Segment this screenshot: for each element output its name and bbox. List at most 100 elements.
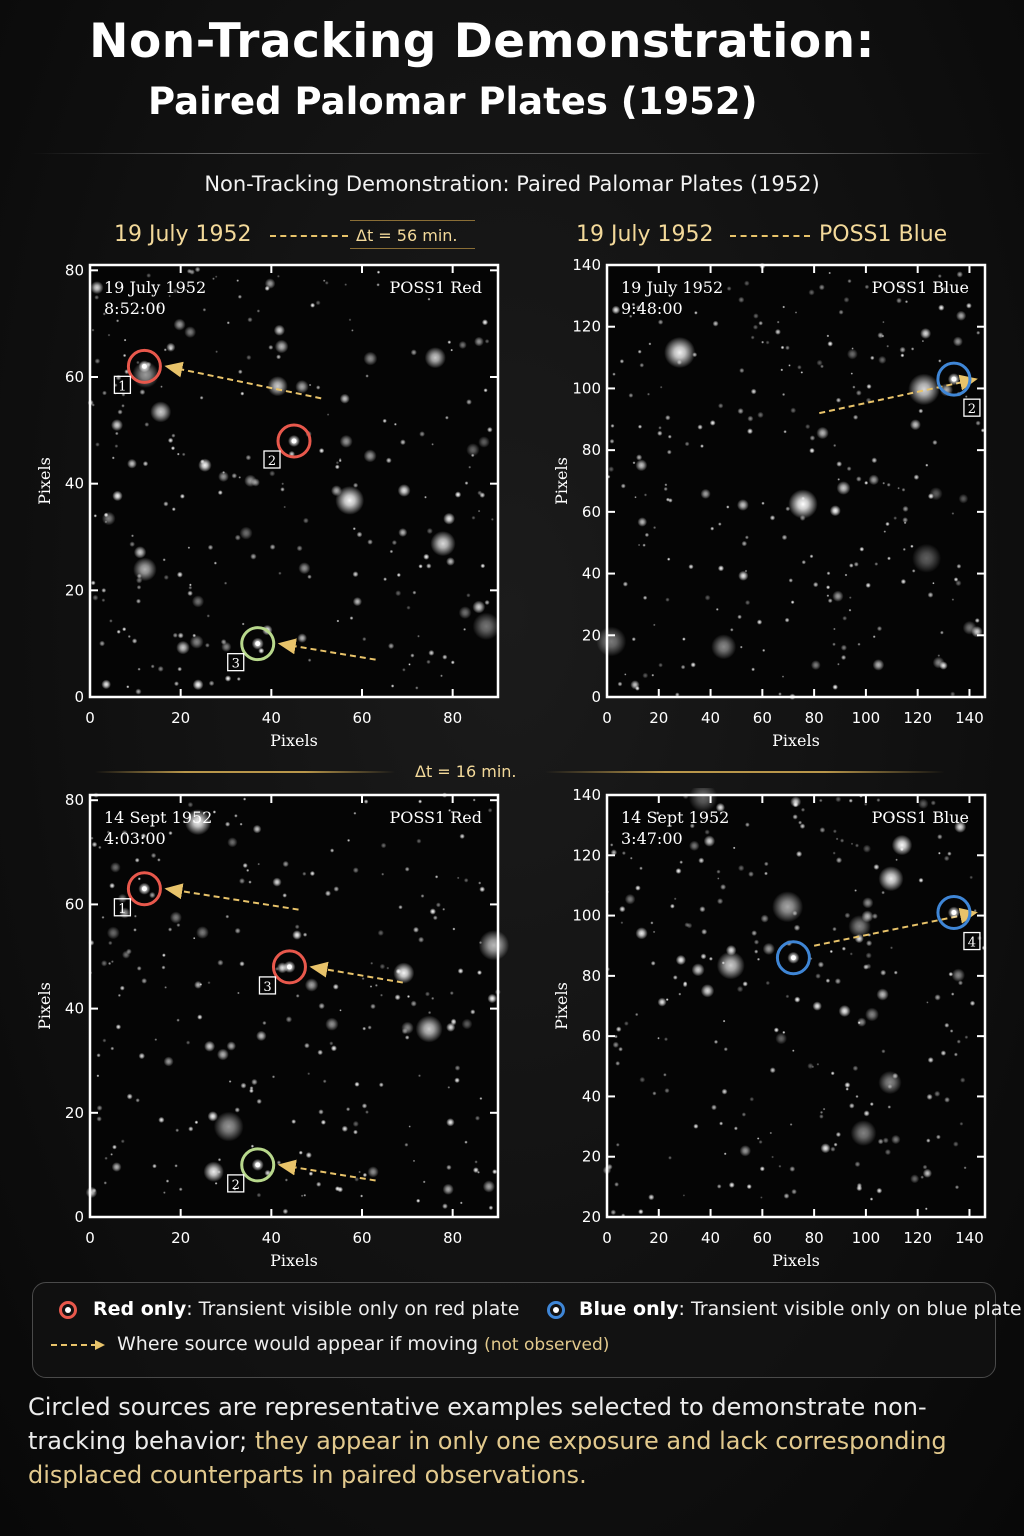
x-axis-label: Pixels <box>270 731 318 750</box>
delta-t-mid: Δt = 16 min. <box>415 762 517 781</box>
y-axis-label: Pixels <box>35 982 54 1030</box>
y-tick-label: 40 <box>65 1000 84 1018</box>
legend-arrow-text: Where source would appear if moving <box>117 1333 479 1355</box>
displacement-arrow <box>813 907 978 947</box>
left-date-label: 19 July 1952 <box>114 222 252 247</box>
y-tick-label: 120 <box>572 318 601 336</box>
y-axis-label: Pixels <box>35 457 54 505</box>
dashed-arrow-icon <box>51 1340 105 1350</box>
plate-time: 4:03:00 <box>104 829 166 848</box>
y-tick-label: 100 <box>572 379 601 397</box>
displacement-arrow <box>819 374 978 415</box>
red-circle-icon <box>59 1301 77 1319</box>
x-tick-label: 0 <box>602 1229 612 1247</box>
legend-arrow-note: (not observed) <box>484 1335 610 1355</box>
y-tick-label: 60 <box>582 1027 601 1045</box>
caption-part1: Circled sources are representative examp… <box>28 1393 927 1455</box>
plate-date: 14 Sept 1952 <box>104 808 212 827</box>
x-tick-label: 120 <box>903 1229 932 1247</box>
mid-divider-right <box>545 771 945 773</box>
source-number-label: 2 <box>968 402 976 417</box>
mid-divider-left <box>95 771 395 773</box>
plate-panel-red-july: 0 20 40 60 80 0 20 40 60 80 Pixels Pixels 19 July 19… <box>35 261 500 750</box>
y-tick-label: 20 <box>65 581 84 599</box>
x-tick-label: 40 <box>262 1229 281 1247</box>
x-tick-label: 80 <box>443 709 462 727</box>
x-tick-label: 100 <box>852 709 881 727</box>
y-tick-label: 20 <box>65 1104 84 1122</box>
y-tick-label: 40 <box>582 1087 601 1105</box>
source-circle <box>775 940 811 976</box>
displacement-arrow <box>277 1159 376 1182</box>
right-plate-label: POSS1 Blue <box>819 222 948 247</box>
plate-image <box>90 265 498 697</box>
x-axis-label: Pixels <box>772 731 820 750</box>
legend-blue-bold: Blue only <box>579 1298 679 1320</box>
source-number-label: 3 <box>263 980 271 995</box>
header-divider <box>30 153 994 154</box>
x-tick-label: 60 <box>753 709 772 727</box>
x-tick-label: 60 <box>352 709 371 727</box>
legend-blue-item: Blue only: Transient visible only on blu… <box>579 1298 1022 1320</box>
x-tick-label: 0 <box>602 709 612 727</box>
x-tick-label: 0 <box>85 1229 95 1247</box>
source-number-label: 1 <box>118 379 126 394</box>
y-tick-label: 0 <box>74 1208 84 1226</box>
page-title: Non-Tracking Demonstration: <box>89 14 875 69</box>
source-circle <box>276 423 312 459</box>
delta-t-top: Δt = 56 min. <box>356 226 458 245</box>
plate-name: POSS1 Red <box>389 278 482 297</box>
source-circle <box>126 871 162 907</box>
plate-frame <box>88 793 500 1219</box>
x-axis-label: Pixels <box>270 1251 318 1270</box>
plate-date: 14 Sept 1952 <box>621 808 729 827</box>
plate-time: 8:52:00 <box>104 299 166 318</box>
source-circle <box>126 348 162 384</box>
plate-name: POSS1 Blue <box>872 278 969 297</box>
x-tick-label: 40 <box>701 709 720 727</box>
source-circle <box>240 626 276 662</box>
plate-time: 3:47:00 <box>621 829 683 848</box>
x-tick-label: 20 <box>649 709 668 727</box>
source-circle <box>936 895 972 931</box>
star-field <box>596 262 985 700</box>
y-tick-label: 0 <box>74 688 84 706</box>
caption-part2: they appear in only one exposure and lac… <box>28 1427 947 1489</box>
source-number-label: 2 <box>232 1178 240 1193</box>
y-tick-label: 120 <box>572 846 601 864</box>
legend-red-bold: Red only <box>93 1298 187 1320</box>
source-circle <box>936 361 972 397</box>
y-axis-label: Pixels <box>552 457 571 505</box>
plate-name: POSS1 Blue <box>872 808 969 827</box>
y-tick-label: 100 <box>572 907 601 925</box>
y-tick-label: 40 <box>65 475 84 493</box>
plate-panel-blue-july: 0 20 40 60 80 100 120 140 0 20 40 60 80 100 120 140 Pixe… <box>552 258 987 750</box>
y-tick-label: 60 <box>65 368 84 386</box>
source-circle <box>271 949 307 985</box>
displacement-arrow <box>309 961 403 984</box>
dt-underline <box>350 248 475 249</box>
plate-name: POSS1 Red <box>389 808 482 827</box>
x-tick-label: 0 <box>85 709 95 727</box>
y-tick-label: 20 <box>582 1208 601 1226</box>
x-axis-label: Pixels <box>772 1251 820 1270</box>
x-tick-label: 60 <box>352 1229 371 1247</box>
y-tick-label: 20 <box>582 626 601 644</box>
plate-date: 19 July 1952 <box>621 278 723 297</box>
legend-red-item: Red only: Transient visible only on red … <box>93 1298 519 1320</box>
y-tick-label: 20 <box>582 1148 601 1166</box>
source-circle <box>240 1147 276 1183</box>
legend-box: Red only: Transient visible only on red … <box>32 1282 1022 1378</box>
plate-frame <box>88 263 500 699</box>
plate-time: 9:48:00 <box>621 299 683 318</box>
y-tick-label: 140 <box>572 258 601 274</box>
dt-overline <box>350 220 475 221</box>
source-number-label: 4 <box>968 936 976 951</box>
x-tick-label: 80 <box>805 709 824 727</box>
y-tick-label: 60 <box>582 503 601 521</box>
legend-blue-text: : Transient visible only on blue plate <box>678 1298 1022 1320</box>
dashed-connector-right <box>730 235 810 237</box>
legend-red-text: : Transient visible only on red plate <box>186 1298 520 1320</box>
plate-panel-red-sept: 0 20 40 60 80 0 20 40 60 80 Pixels Pixels 14 Sept 19… <box>35 791 510 1270</box>
x-tick-label: 140 <box>955 1229 984 1247</box>
